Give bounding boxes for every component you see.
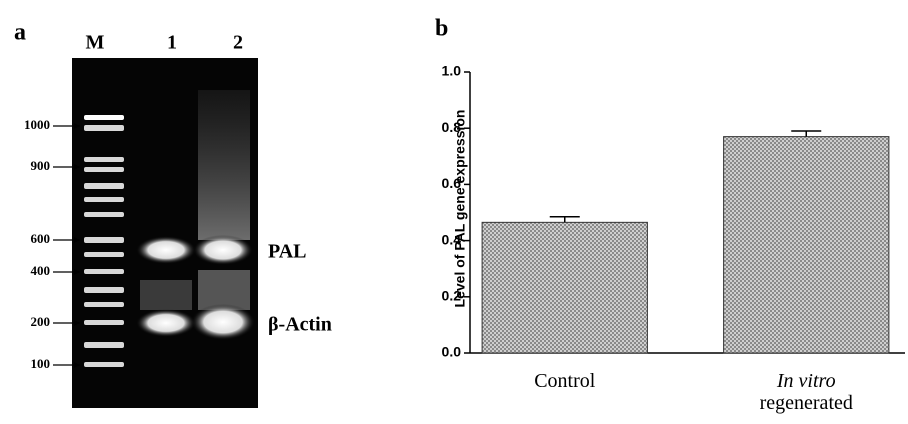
ladder-band xyxy=(84,342,124,348)
bar xyxy=(724,137,889,353)
figure: aM121000900600400200100PALβ-Actinb0.00.2… xyxy=(0,0,908,424)
ladder-band xyxy=(84,320,124,325)
ladder-band xyxy=(84,269,124,274)
y-tick-label: 1.0 xyxy=(442,63,462,79)
ladder-band xyxy=(84,287,124,293)
ladder-band xyxy=(84,125,124,131)
ladder-band xyxy=(84,362,124,367)
gel-smear xyxy=(198,90,250,240)
gel-band xyxy=(193,235,253,265)
gel-smear xyxy=(198,270,250,310)
gel-smear xyxy=(140,280,192,310)
lane-label: M xyxy=(86,32,105,54)
band-label: β-Actin xyxy=(268,314,332,336)
marker-label: 100 xyxy=(31,356,51,371)
gel-band xyxy=(136,309,196,337)
ladder-band xyxy=(84,167,124,172)
lane-label: 2 xyxy=(233,32,243,54)
band-label: PAL xyxy=(268,241,307,263)
error-bar xyxy=(791,131,821,137)
ladder-band xyxy=(84,157,124,162)
error-bar xyxy=(550,217,580,223)
marker-label: 400 xyxy=(31,263,51,278)
chart-title: b xyxy=(435,16,448,42)
ladder-band xyxy=(84,252,124,257)
y-tick-label: 0.0 xyxy=(442,344,462,360)
x-tick-label: In vitro regenerated xyxy=(741,370,871,414)
gel-panel xyxy=(72,58,258,408)
lane-label: 1 xyxy=(167,32,177,54)
marker-label: 600 xyxy=(31,231,51,246)
ladder-band xyxy=(84,302,124,307)
marker-label: 200 xyxy=(31,314,51,329)
y-axis-label: Level of PAL gene expression xyxy=(452,104,469,314)
ladder-band xyxy=(84,197,124,202)
ladder-band xyxy=(84,212,124,217)
gel-band xyxy=(191,304,255,340)
gel-band xyxy=(136,236,196,264)
marker-label: 900 xyxy=(31,158,51,173)
bar xyxy=(482,222,647,353)
ladder-band xyxy=(84,183,124,189)
ladder-band xyxy=(84,115,124,120)
x-tick-label: Control xyxy=(490,370,640,392)
panel-label: a xyxy=(14,20,26,46)
ladder-band xyxy=(84,237,124,243)
marker-label: 1000 xyxy=(24,117,50,132)
